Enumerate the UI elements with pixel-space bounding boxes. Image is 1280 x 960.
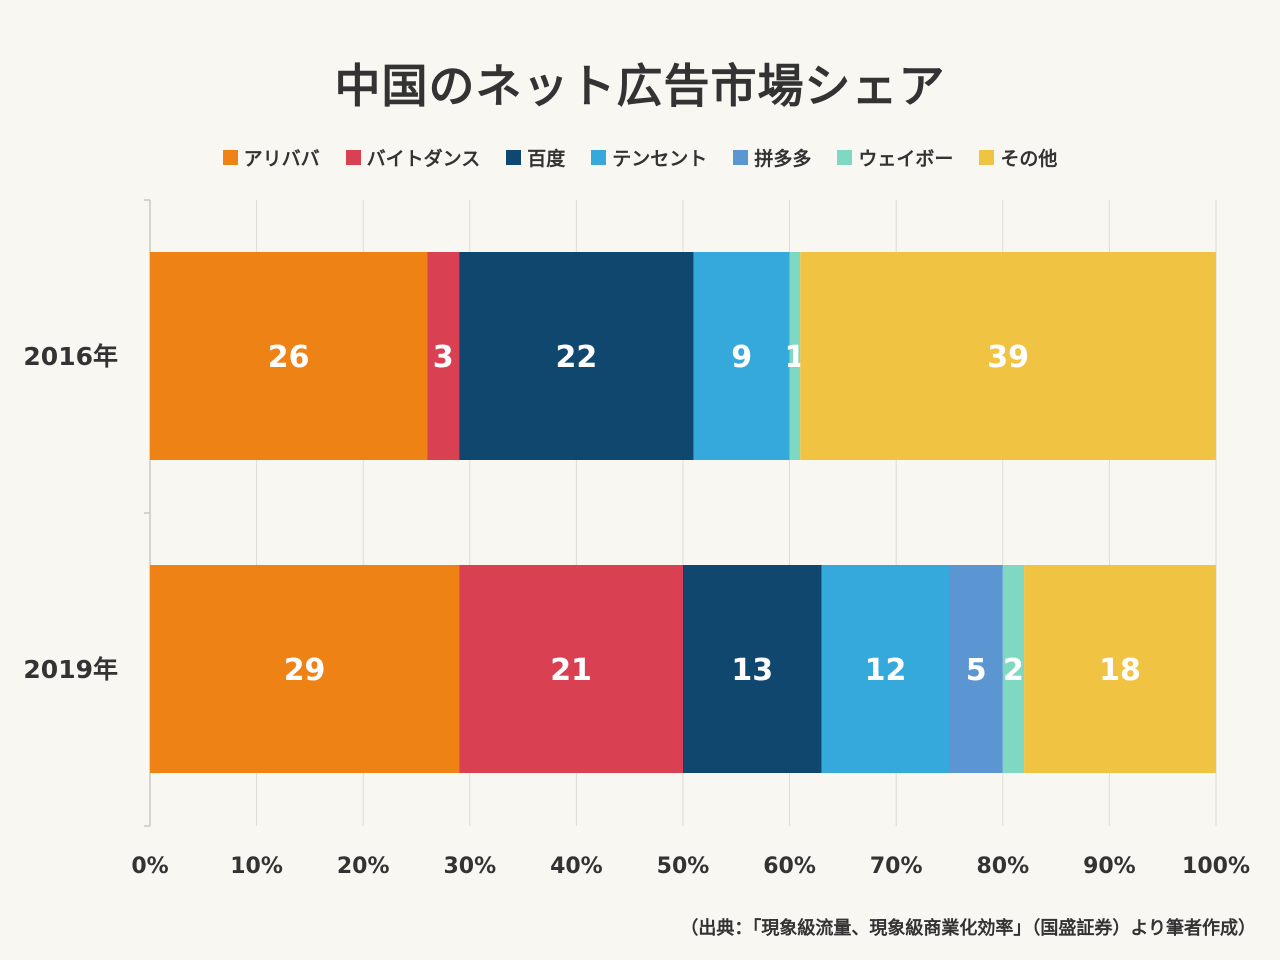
legend-label: バイトダンス: [366, 148, 481, 170]
bar-segment: [683, 565, 822, 773]
legend-swatch: [979, 150, 995, 165]
legend-item: バイトダンス: [345, 144, 481, 171]
bar-segment: [1024, 565, 1216, 773]
data-label: 5: [966, 653, 987, 688]
bar-segment: [150, 565, 460, 773]
legend-label: その他: [1000, 148, 1058, 170]
data-label: 22: [556, 340, 598, 375]
data-label: 12: [865, 653, 907, 688]
x-tick-label: 80%: [976, 854, 1029, 879]
legend-swatch: [733, 150, 749, 165]
bar-segment: [949, 565, 1003, 773]
x-tick-label: 30%: [443, 854, 496, 879]
data-label: 13: [731, 653, 773, 688]
bar-segment: [789, 252, 801, 460]
bar-segment: [821, 565, 950, 773]
chart-title: 中国のネット広告市場シェア: [334, 59, 946, 113]
legend-swatch: [506, 150, 522, 165]
x-tick-label: 20%: [337, 854, 390, 879]
bar-segment: [459, 565, 683, 773]
data-label: 3: [433, 340, 454, 375]
bar-segment: [693, 252, 790, 460]
legend-item: 百度: [506, 144, 565, 171]
legend-item: ウェイボー: [837, 144, 953, 171]
legend-label: アリババ: [243, 148, 320, 170]
legend-item: テンセント: [591, 144, 707, 171]
legend-swatch: [345, 150, 361, 165]
x-tick-label: 70%: [870, 854, 923, 879]
data-label: 21: [550, 653, 592, 688]
bar-segment: [459, 252, 694, 460]
source-note: （出典：「現象級流量、現象級商業化効率」（国盛証券）より筆者作成）: [680, 918, 1256, 939]
legend-swatch: [222, 150, 238, 165]
x-tick-label: 60%: [763, 854, 816, 879]
legend-item: アリババ: [222, 144, 320, 171]
bar-segment: [800, 252, 1216, 460]
chart-legend: アリババ バイトダンス 百度 テンセント 拼多多 ウェイボー その他: [0, 144, 1280, 171]
data-label: 26: [268, 340, 310, 375]
category-label: 2016年: [23, 342, 118, 371]
x-tick-label: 10%: [230, 854, 283, 879]
legend-item: その他: [979, 144, 1057, 171]
x-tick-label: 0%: [131, 854, 168, 879]
data-label: 29: [284, 653, 326, 688]
x-tick-label: 90%: [1083, 854, 1136, 879]
legend-item: 拼多多: [733, 144, 811, 171]
legend-label: 百度: [527, 148, 566, 170]
data-label: 1: [784, 340, 805, 375]
data-label: 39: [987, 340, 1029, 375]
legend-label: ウェイボー: [858, 148, 954, 170]
legend-swatch: [837, 150, 853, 165]
bar-segment: [1002, 565, 1025, 773]
legend-label: テンセント: [612, 148, 708, 170]
x-tick-label: 40%: [550, 854, 603, 879]
category-label: 2019年: [23, 655, 118, 684]
x-tick-label: 100%: [1182, 854, 1250, 879]
data-label: 18: [1099, 653, 1141, 688]
bar-segment: [150, 252, 428, 460]
data-label: 2: [1003, 653, 1024, 688]
legend-swatch: [591, 150, 607, 165]
legend-label: 拼多多: [754, 148, 812, 170]
x-tick-label: 50%: [657, 854, 710, 879]
bar-segment: [427, 252, 460, 460]
data-label: 9: [731, 340, 752, 375]
